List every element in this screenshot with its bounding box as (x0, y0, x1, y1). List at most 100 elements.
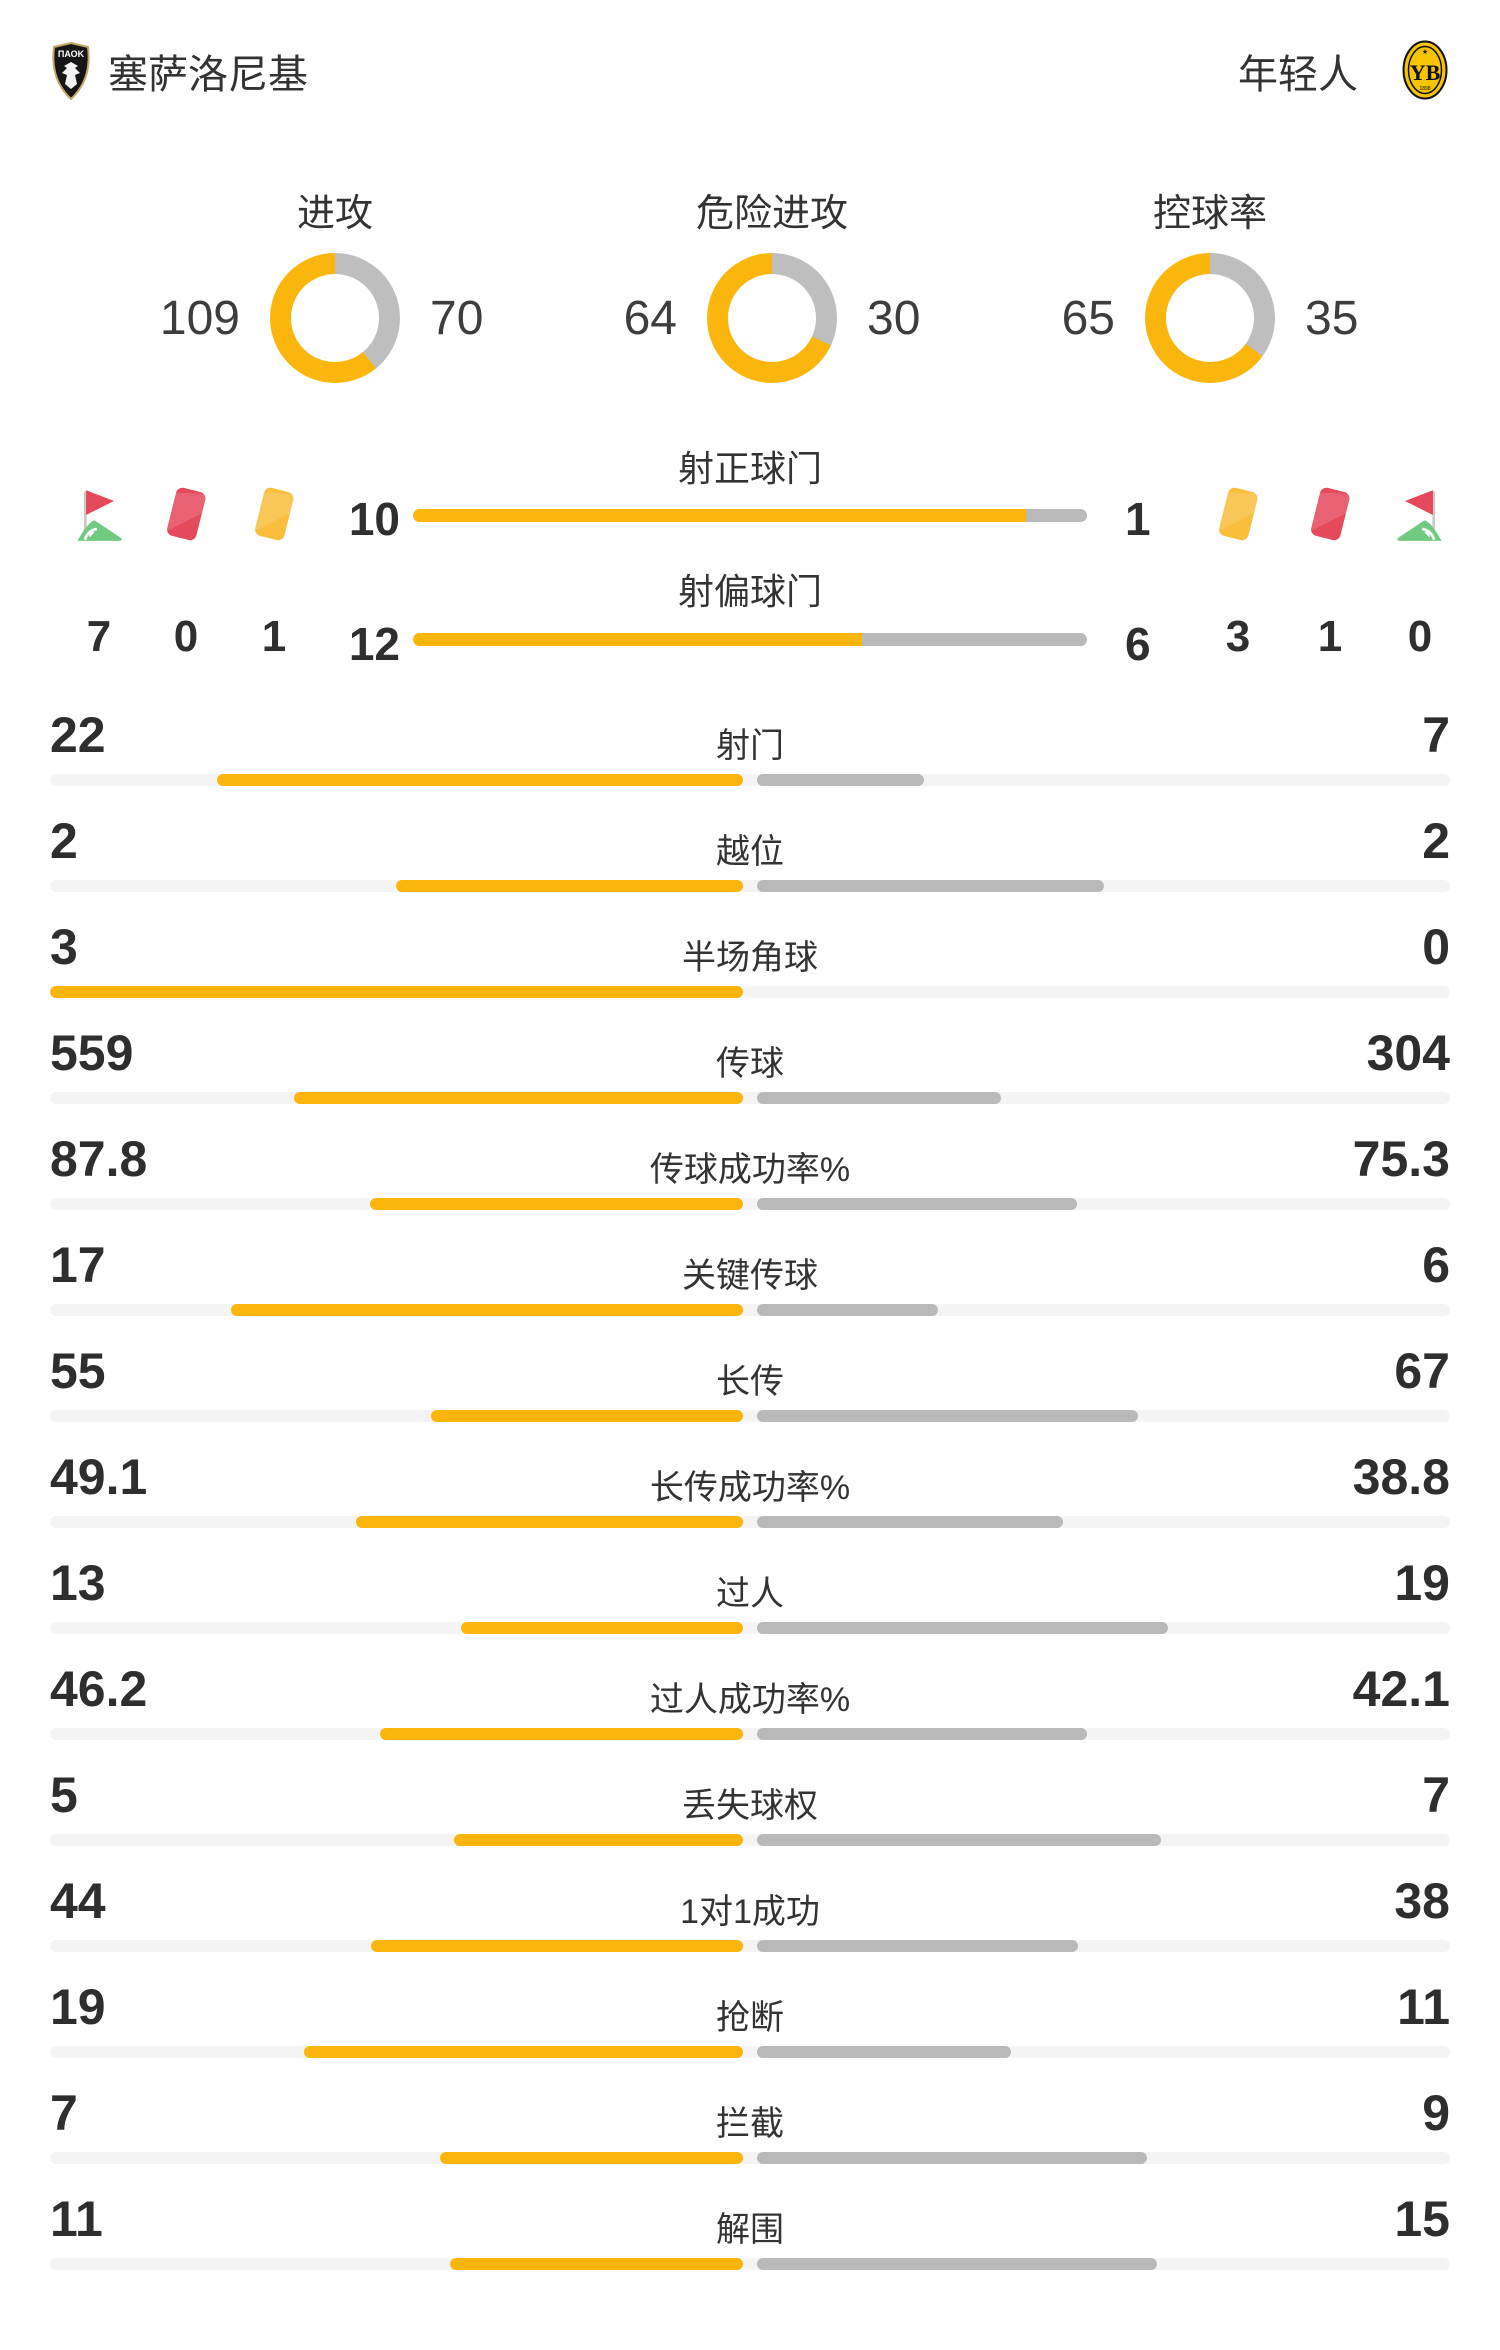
stat-home-bar (450, 2258, 743, 2270)
red-card-icon (154, 483, 218, 547)
donut-away-value: 70 (430, 291, 484, 345)
stat-home-bar (217, 774, 743, 786)
stat-label: 过人成功率% (649, 1681, 851, 1719)
stat-home-value: 13 (50, 1555, 106, 1611)
stat-home-value: 5 (50, 1767, 78, 1823)
yellow-card-count: 1 (261, 612, 287, 661)
stat-bar-track (50, 2152, 1450, 2164)
stat-home-bar (431, 1410, 743, 1422)
stat-label: 解围 (716, 2211, 784, 2249)
corner-flag-count: 7 (86, 612, 112, 661)
stat-home-bar (454, 1834, 743, 1846)
corner-flag-icon (67, 483, 131, 547)
stat-home-bar (440, 2152, 743, 2164)
stat-bar-track (50, 880, 1450, 892)
shot-home-bar (413, 509, 1026, 522)
shot-home-value: 10 (348, 493, 400, 545)
shot-away-value: 1 (1125, 493, 1151, 545)
stat-label: 长传成功率% (649, 1469, 851, 1507)
stat-home-value: 2 (50, 813, 78, 869)
donut-away-value: 30 (867, 291, 921, 345)
stat-away-bar (757, 1728, 1087, 1740)
stat-bar-track (50, 1092, 1450, 1104)
stat-home-bar (294, 1092, 743, 1104)
red-card-icon (1298, 483, 1362, 547)
stat-label: 1对1成功 (680, 1893, 820, 1931)
home-team-name: 塞萨洛尼基 (108, 53, 308, 97)
shot-home-bar (413, 633, 863, 646)
young-boys-crest-logo: ★ YB 1898 (1402, 40, 1448, 100)
stat-away-bar (757, 1092, 1001, 1104)
stat-bar-track (50, 2046, 1450, 2058)
stat-home-value: 87.8 (50, 1131, 148, 1187)
donut-ring (270, 253, 400, 383)
paok-crest-text: ΠΑΟΚ (58, 49, 85, 59)
stat-away-bar (757, 1516, 1063, 1528)
stat-away-value: 6 (1422, 1237, 1450, 1293)
stat-home-bar (396, 880, 743, 892)
stat-home-value: 49.1 (50, 1449, 148, 1505)
donut-title: 控球率 (1152, 193, 1267, 235)
stat-away-value: 9 (1422, 2085, 1450, 2141)
stat-label: 抢断 (716, 1999, 784, 2037)
stat-home-bar (370, 1198, 743, 1210)
stat-home-value: 46.2 (50, 1661, 148, 1717)
yellow-card-count: 3 (1225, 612, 1251, 661)
stat-home-value: 3 (50, 919, 78, 975)
stat-bar-track (50, 1940, 1450, 1952)
stat-away-value: 38.8 (1352, 1449, 1450, 1505)
stat-home-value: 22 (50, 707, 106, 763)
stat-bar-track (50, 1516, 1450, 1528)
stat-home-bar (380, 1728, 743, 1740)
stat-away-value: 19 (1394, 1555, 1450, 1611)
stat-label: 过人 (716, 1575, 784, 1613)
stat-away-value: 304 (1366, 1025, 1450, 1081)
stat-away-bar (757, 1410, 1138, 1422)
stat-away-bar (757, 1304, 938, 1316)
shot-section-title: 射正球门 (677, 448, 822, 489)
stat-label: 射门 (716, 727, 784, 765)
stat-home-value: 19 (50, 1979, 106, 2035)
stat-home-value: 55 (50, 1343, 106, 1399)
donut-home-value: 64 (623, 291, 677, 345)
stat-home-bar (356, 1516, 743, 1528)
stat-away-bar (757, 2258, 1157, 2270)
stat-label: 传球 (716, 1045, 784, 1083)
shot-ratio-bar (413, 509, 1087, 522)
donut-home-value: 109 (159, 291, 240, 345)
stat-label: 传球成功率% (649, 1151, 851, 1189)
donut-ring (1145, 253, 1275, 383)
stat-bar-track (50, 1198, 1450, 1210)
stat-home-value: 17 (50, 1237, 106, 1293)
paok-crest-logo: ΠΑΟΚ (50, 41, 92, 101)
yb-crest-year: 1898 (1419, 86, 1430, 92)
yellow-card-icon (242, 483, 306, 547)
stat-home-bar (304, 2046, 743, 2058)
stat-label: 越位 (716, 833, 784, 871)
stat-away-value: 38 (1394, 1873, 1450, 1929)
stat-away-value: 15 (1394, 2191, 1450, 2247)
donut-chart: 109 70 (75, 253, 595, 383)
stat-home-bar (461, 1622, 743, 1634)
yb-crest-star: ★ (1422, 48, 1428, 56)
away-team-name: 年轻人 (1238, 53, 1358, 97)
stat-away-value: 7 (1422, 707, 1450, 763)
donut-chart: 65 35 (950, 253, 1470, 383)
donut-away-value: 35 (1305, 291, 1359, 345)
stat-bar-track (50, 1834, 1450, 1846)
stat-away-value: 0 (1422, 919, 1450, 975)
donut-title: 进攻 (296, 193, 373, 235)
red-card-count: 1 (1317, 612, 1343, 661)
donut-home-value: 65 (1061, 291, 1115, 345)
shot-ratio-bar (413, 633, 1087, 646)
stat-label: 丢失球权 (682, 1787, 818, 1825)
stat-away-value: 7 (1422, 1767, 1450, 1823)
stat-bar-track (50, 1728, 1450, 1740)
stat-away-bar (757, 2152, 1147, 2164)
stat-away-bar (757, 1622, 1168, 1634)
stat-home-value: 559 (50, 1025, 134, 1081)
stat-away-value: 11 (1397, 1979, 1450, 2035)
stat-away-bar (757, 880, 1104, 892)
donut-ring (707, 253, 837, 383)
